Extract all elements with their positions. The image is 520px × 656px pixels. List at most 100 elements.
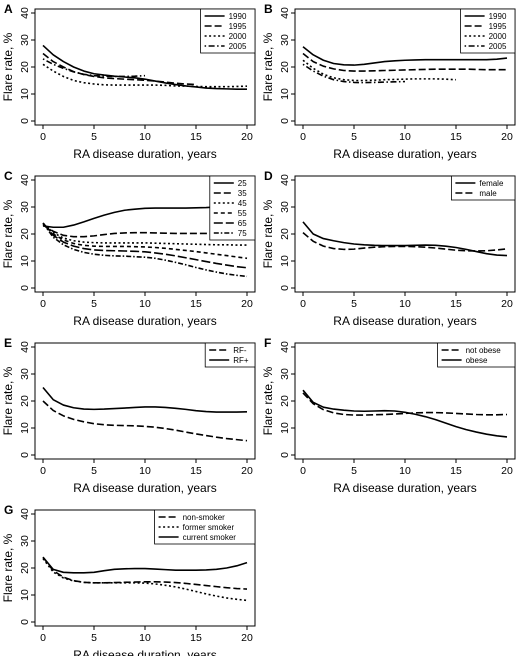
- panel-c-legend-label: 45: [238, 199, 247, 208]
- panel-a-x-tick-label: 0: [40, 131, 46, 143]
- panel-g-y-tick-label: 20: [19, 562, 31, 574]
- panel-b-x-tick-label: 10: [399, 131, 411, 143]
- panel-g-x-axis-title: RA disease duration, years: [73, 648, 216, 656]
- panel-b-x-tick-label: 20: [501, 131, 513, 143]
- panel-c-y-axis-title: Flare rate, %: [1, 199, 15, 268]
- panel-e-x-tick-label: 5: [91, 465, 97, 477]
- panel-g-letter: G: [4, 503, 13, 517]
- panel-f-legend-box: [437, 342, 516, 368]
- panel-a-y-tick-label: 40: [19, 7, 31, 19]
- panel-d-y-axis-title: Flare rate, %: [261, 199, 275, 268]
- panel-a-legend-label: 1990: [229, 12, 247, 21]
- panel-e-y-axis-title: Flare rate, %: [1, 366, 15, 435]
- panel-c-x-tick-label: 0: [40, 298, 46, 310]
- panel-g-legend-box: [154, 509, 256, 545]
- panel-g-x-tick-label: 0: [40, 632, 46, 644]
- panel-e-x-tick-label: 15: [190, 465, 202, 477]
- panel-a-series-2005: [42, 58, 146, 78]
- panel-e-legend-box: [204, 342, 256, 368]
- panel-e-legend: RF-RF+: [204, 342, 256, 368]
- panel-d-legend-label: female: [479, 179, 504, 188]
- panel-d-y-tick-label: 0: [279, 285, 291, 291]
- panel-a-series-1990: [42, 44, 247, 90]
- panel-c-legend-label: 65: [238, 219, 247, 228]
- panel-a-y-tick-label: 10: [19, 88, 31, 100]
- panel-c-x-axis-title: RA disease duration, years: [73, 314, 216, 328]
- panel-b-y-axis-title: Flare rate, %: [261, 32, 275, 101]
- panel-g-x-tick-label: 15: [190, 632, 202, 644]
- panel-c-legend-label: 75: [238, 229, 247, 238]
- panel-f-x-tick-label: 10: [399, 465, 411, 477]
- panel-b-legend-label: 2005: [489, 42, 507, 51]
- panel-f-y-tick-label: 40: [279, 341, 291, 353]
- panel-a-letter: A: [4, 2, 13, 16]
- panel-g-legend-label: former smoker: [183, 523, 235, 532]
- panel-a-x-tick-label: 5: [91, 131, 97, 143]
- panel-e-legend-label: RF+: [233, 356, 249, 365]
- panel-b-x-tick-label: 0: [300, 131, 306, 143]
- panel-g-series-former-smoker: [42, 558, 248, 602]
- panel-e-y-tick-label: 10: [19, 422, 31, 434]
- panel-f-x-tick-label: 20: [501, 465, 513, 477]
- panel-g: G 0 10 20 30 40 0 5 10 15 20 RA disease duration, y…: [1, 503, 256, 656]
- panel-a-series-1995: [42, 52, 197, 86]
- panel-e-letter: E: [4, 336, 12, 350]
- panel-g-y-axis-title: Flare rate, %: [1, 533, 15, 602]
- panel-a-y-tick-label: 0: [19, 118, 31, 124]
- panel-b-legend-label: 2000: [489, 32, 507, 41]
- panel-e-x-tick-label: 10: [139, 465, 151, 477]
- panel-b: B 0 10 20 30 40 0 5 10 15 20 RA disease duration, y…: [261, 2, 516, 161]
- panel-b-legend-label: 1995: [489, 22, 507, 31]
- panel-a-y-tick-label: 30: [19, 34, 31, 46]
- panel-b-y-tick-label: 40: [279, 7, 291, 19]
- panel-f-y-tick-label: 20: [279, 395, 291, 407]
- panel-a-x-tick-label: 15: [190, 131, 202, 143]
- panel-f-series-not-obese: [302, 392, 508, 416]
- panel-f-x-tick-label: 5: [351, 465, 357, 477]
- panel-c-legend-label: 25: [238, 179, 247, 188]
- panel-d-x-tick-label: 20: [501, 298, 513, 310]
- panel-f-y-tick-label: 0: [279, 452, 291, 458]
- panel-d-letter: D: [264, 169, 273, 183]
- panel-d-legend-box: [450, 175, 516, 201]
- panel-c-x-tick-label: 20: [241, 298, 253, 310]
- panel-a-legend-label: 1995: [229, 22, 247, 31]
- panel-d-x-tick-label: 10: [399, 298, 411, 310]
- panel-c-legend-box: [209, 175, 256, 241]
- panel-f-y-axis-title: Flare rate, %: [261, 366, 275, 435]
- panel-c-legend-label: 55: [238, 209, 247, 218]
- panel-d-y-tick-label: 40: [279, 174, 291, 186]
- panel-c-series-45: [42, 222, 247, 246]
- panel-g-legend-label: current smoker: [183, 533, 237, 542]
- panel-a-y-tick-label: 20: [19, 61, 31, 73]
- panel-g-y-tick-label: 0: [19, 619, 31, 625]
- panel-e-x-tick-label: 20: [241, 465, 253, 477]
- panel-b-y-tick-label: 10: [279, 88, 291, 100]
- panel-c-series-75: [42, 222, 248, 278]
- panel-d-x-tick-label: 0: [300, 298, 306, 310]
- panel-c-x-tick-label: 5: [91, 298, 97, 310]
- panel-b-y-tick-label: 30: [279, 34, 291, 46]
- panel-d-legend-label: male: [479, 189, 497, 198]
- panel-b-x-tick-label: 15: [450, 131, 462, 143]
- panel-f-letter: F: [264, 336, 271, 350]
- panel-b-series-2005: [302, 63, 406, 84]
- panel-c-y-tick-label: 30: [19, 201, 31, 213]
- panel-b-series-1990: [302, 46, 508, 66]
- panel-f-legend-label: obese: [466, 356, 488, 365]
- panel-e-series-rf-: [42, 386, 248, 413]
- panel-b-x-tick-label: 5: [351, 131, 357, 143]
- panel-f-y-tick-label: 30: [279, 368, 291, 380]
- panel-e-legend-label: RF-: [233, 346, 247, 355]
- panel-b-y-tick-label: 0: [279, 118, 291, 124]
- panel-d-x-axis-title: RA disease duration, years: [333, 314, 476, 328]
- panel-c-letter: C: [4, 169, 13, 183]
- panel-c-x-tick-label: 15: [190, 298, 202, 310]
- panel-c-y-tick-label: 10: [19, 255, 31, 267]
- panel-c-y-tick-label: 40: [19, 174, 31, 186]
- panel-e-x-tick-label: 0: [40, 465, 46, 477]
- panel-b-x-axis-title: RA disease duration, years: [333, 147, 476, 161]
